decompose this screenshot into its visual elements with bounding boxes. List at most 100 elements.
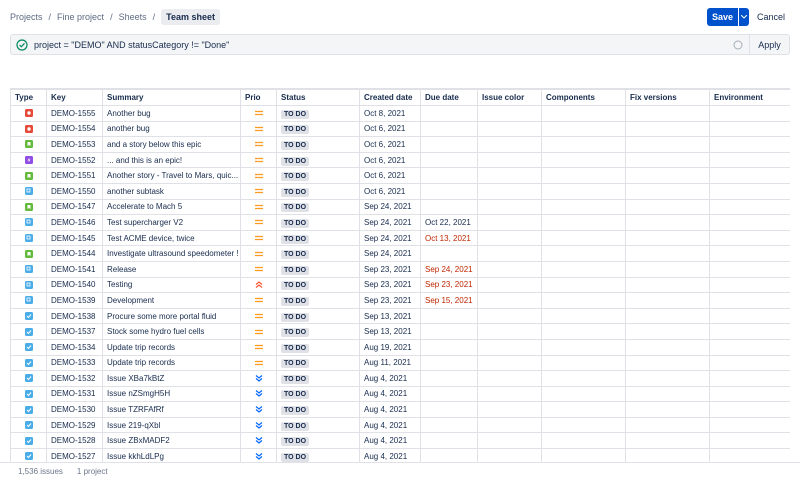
issue-key[interactable]: DEMO-1537 [46, 323, 103, 340]
fix-versions-cell [625, 120, 710, 138]
components-cell [541, 292, 626, 309]
cancel-button[interactable]: Cancel [756, 12, 785, 22]
column-header: Components [541, 89, 626, 106]
created-date: Sep 24, 2021 [359, 229, 421, 247]
issue-key[interactable]: DEMO-1545 [46, 229, 103, 247]
due-date: Oct 22, 2021 [420, 214, 478, 231]
issue-key[interactable]: DEMO-1552 [46, 151, 103, 169]
priority-icon [240, 401, 277, 418]
column-header: Type [10, 89, 47, 106]
created-date: Oct 6, 2021 [359, 151, 421, 169]
issue-key[interactable]: DEMO-1544 [46, 245, 103, 262]
issue-key[interactable]: DEMO-1533 [46, 354, 103, 372]
created-date: Oct 8, 2021 [359, 105, 421, 122]
breadcrumb[interactable]: Projects [10, 12, 43, 22]
fix-versions-cell [625, 245, 710, 262]
issue-key[interactable]: DEMO-1553 [46, 136, 103, 153]
priority-icon [240, 432, 277, 450]
issue-key[interactable]: DEMO-1555 [46, 105, 103, 122]
issue-key[interactable]: DEMO-1554 [46, 120, 103, 138]
status-lozenge: TO DO [281, 406, 310, 416]
issue-key[interactable]: DEMO-1550 [46, 182, 103, 200]
save-label: Save [711, 12, 734, 22]
issue-key[interactable]: DEMO-1538 [46, 307, 103, 325]
status-cell: TO DO [276, 432, 360, 450]
issue-key[interactable]: DEMO-1528 [46, 432, 103, 450]
breadcrumb[interactable]: Sheets [118, 12, 147, 22]
components-cell [541, 198, 626, 216]
issue-key[interactable]: DEMO-1527 [46, 448, 103, 462]
issue-summary: Issue ZBxMADF2 [102, 432, 241, 450]
save-button[interactable]: Save [707, 8, 749, 26]
issue-color-cell [477, 229, 542, 247]
issue-key[interactable]: DEMO-1546 [46, 214, 103, 231]
status-lozenge: TO DO [281, 172, 310, 182]
created-date: Sep 23, 2021 [359, 276, 421, 294]
environment-cell [709, 292, 790, 309]
due-date-empty [420, 136, 478, 153]
priority-icon [240, 151, 277, 169]
created-date: Sep 23, 2021 [359, 292, 421, 309]
type-icon [10, 245, 47, 262]
save-dropdown[interactable] [738, 8, 748, 26]
column-header: Fix versions [625, 89, 710, 106]
issue-row: DEMO-1540 Testing TO DO Sep 23, 2021 Sep 23,… [10, 276, 790, 294]
issue-key[interactable]: DEMO-1529 [46, 416, 103, 434]
status-cell: TO DO [276, 182, 360, 200]
priority-icon [240, 307, 277, 325]
query-input[interactable]: project = "DEMO" AND statusCategory != "… [34, 39, 230, 50]
components-cell [541, 416, 626, 434]
fix-versions-cell [625, 448, 710, 462]
issue-row: DEMO-1546 Test supercharger V2 TO DO Sep 24… [10, 214, 790, 231]
status-lozenge: TO DO [281, 359, 310, 369]
issue-summary: Issue 219-qXbl [102, 416, 241, 434]
environment-cell [709, 136, 790, 153]
components-cell [541, 338, 626, 356]
fix-versions-cell [625, 136, 710, 153]
environment-cell [709, 182, 790, 200]
status-cell: TO DO [276, 307, 360, 325]
type-icon [10, 323, 47, 340]
status-lozenge: TO DO [281, 203, 310, 213]
priority-icon [240, 229, 277, 247]
status-lozenge: TO DO [281, 452, 310, 462]
status-lozenge: TO DO [281, 312, 310, 322]
status-cell: TO DO [276, 214, 360, 231]
issue-key[interactable]: DEMO-1547 [46, 198, 103, 216]
issue-summary: Issue XBa7kBtZ [102, 370, 241, 387]
breadcrumb[interactable]: Fine project [57, 12, 105, 22]
issue-color-cell [477, 136, 542, 153]
help-icon[interactable] [733, 40, 743, 50]
components-cell [541, 401, 626, 418]
fix-versions-cell [625, 214, 710, 231]
issue-summary: Procure some more portal fluid [102, 307, 241, 325]
status-cell: TO DO [276, 401, 360, 418]
type-icon [10, 105, 47, 122]
status-lozenge: TO DO [281, 125, 310, 135]
due-date-empty [420, 338, 478, 356]
priority-icon [240, 245, 277, 262]
components-cell [541, 167, 626, 184]
fix-versions-cell [625, 292, 710, 309]
issue-color-cell [477, 354, 542, 372]
status-cell: TO DO [276, 198, 360, 216]
issue-key[interactable]: DEMO-1534 [46, 338, 103, 356]
status-lozenge: TO DO [281, 421, 310, 431]
issue-key[interactable]: DEMO-1532 [46, 370, 103, 387]
fix-versions-cell [625, 416, 710, 434]
issue-summary: Development [102, 292, 241, 309]
fix-versions-cell [625, 260, 710, 278]
priority-icon [240, 385, 277, 403]
issue-key[interactable]: DEMO-1541 [46, 260, 103, 278]
issue-color-cell [477, 338, 542, 356]
apply-button[interactable]: Apply [749, 35, 789, 54]
issue-key[interactable]: DEMO-1531 [46, 385, 103, 403]
issue-key[interactable]: DEMO-1530 [46, 401, 103, 418]
type-icon [10, 151, 47, 169]
issue-key[interactable]: DEMO-1540 [46, 276, 103, 294]
issue-color-cell [477, 385, 542, 403]
issue-key[interactable]: DEMO-1551 [46, 167, 103, 184]
issue-key[interactable]: DEMO-1539 [46, 292, 103, 309]
status-lozenge: TO DO [281, 281, 310, 291]
